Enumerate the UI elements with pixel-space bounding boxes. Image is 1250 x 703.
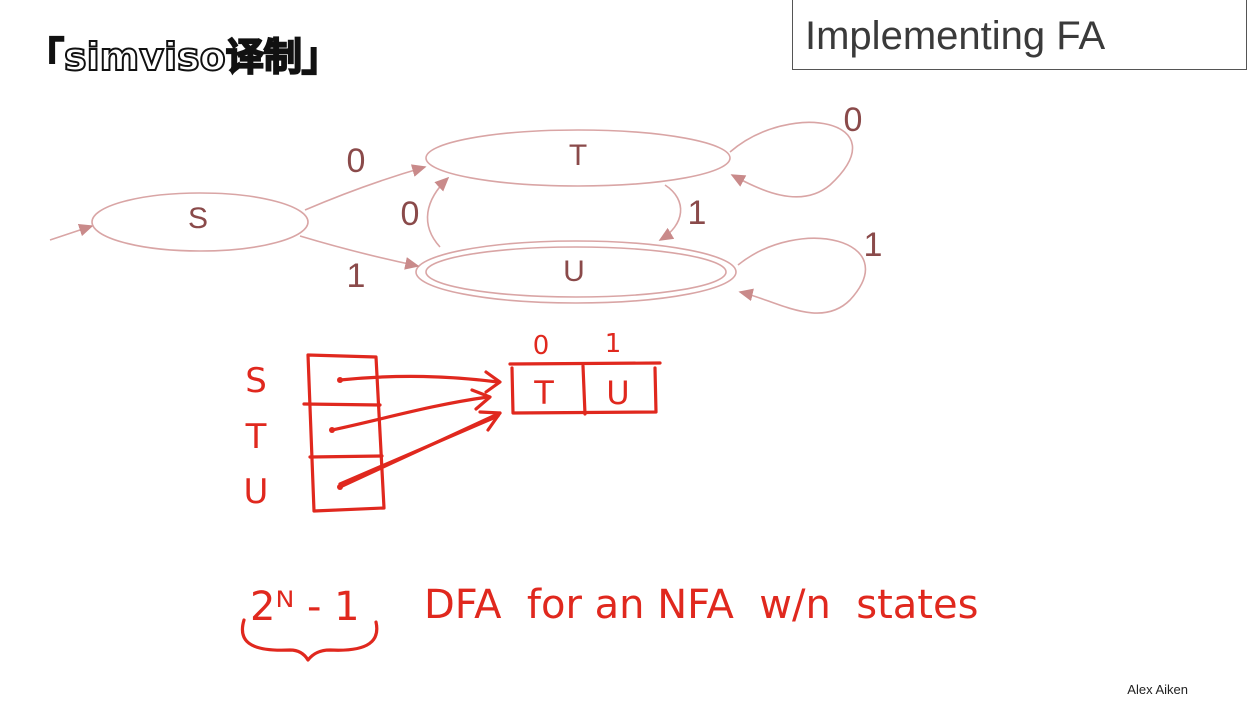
edge-T-U-label: 1: [688, 194, 707, 232]
arrow-T-head: [470, 388, 492, 411]
note-formula: 2ᴺ - 1: [250, 584, 360, 630]
handwritten-table: S T U 0 1 T U: [244, 329, 662, 513]
column-header-1: 1: [605, 329, 622, 359]
note-brace: [240, 618, 379, 662]
edge-U-U-loop: [737, 237, 867, 314]
pointer-array-divider-2: [308, 454, 384, 459]
arrow-T: [330, 395, 490, 432]
shared-row-divider: [581, 364, 587, 416]
state-S-circle: [91, 192, 309, 252]
arrow-S: [338, 374, 500, 384]
column-header-0: 0: [533, 331, 550, 361]
author-credit: Alex Aiken: [1127, 682, 1188, 697]
start-arrow: [49, 223, 94, 241]
edge-U-U-label: 1: [864, 226, 883, 264]
arrow-U-2: [338, 414, 500, 486]
note-text: DFA for an NFA w/n states: [424, 582, 978, 628]
edge-S-T-label: 0: [347, 142, 366, 180]
pointer-array: [306, 353, 386, 513]
row-label-S: S: [245, 361, 267, 401]
edge-T-T-label: 0: [844, 101, 863, 139]
handwritten-note: 2ᴺ - 1 DFA for an NFA w/n states: [240, 582, 978, 662]
edge-T-T-loop: [729, 121, 854, 198]
watermark: 「simviso译制」: [25, 34, 341, 80]
edge-S-U-label: 1: [347, 257, 366, 295]
state-U-label: U: [563, 255, 585, 288]
edge-U-T-label: 0: [401, 195, 420, 233]
state-U-inner-circle: [425, 246, 727, 298]
nfa-diagram: S T U 0 1 0 1 0 1: [49, 101, 883, 314]
arrow-U-head: [478, 410, 502, 432]
state-U-outer-circle: [415, 240, 737, 304]
state-T-circle: [425, 129, 731, 187]
shared-row-cell-1: U: [606, 374, 629, 412]
pointer-array-divider-1: [302, 402, 382, 407]
slide-title-box: Implementing FA: [792, 0, 1247, 70]
state-T-label: T: [569, 139, 587, 172]
arrow-S-head: [484, 370, 502, 394]
shared-row-top: [508, 361, 662, 366]
slide-title: Implementing FA: [805, 14, 1106, 58]
row-label-T: T: [245, 417, 267, 457]
edge-S-T: [304, 164, 427, 211]
edge-T-U: [658, 184, 682, 241]
state-S-label: S: [188, 202, 208, 235]
edge-S-U: [299, 235, 420, 270]
shared-row-cell-0: T: [533, 374, 554, 412]
row-label-U: U: [244, 472, 269, 512]
edge-U-T: [426, 176, 450, 248]
